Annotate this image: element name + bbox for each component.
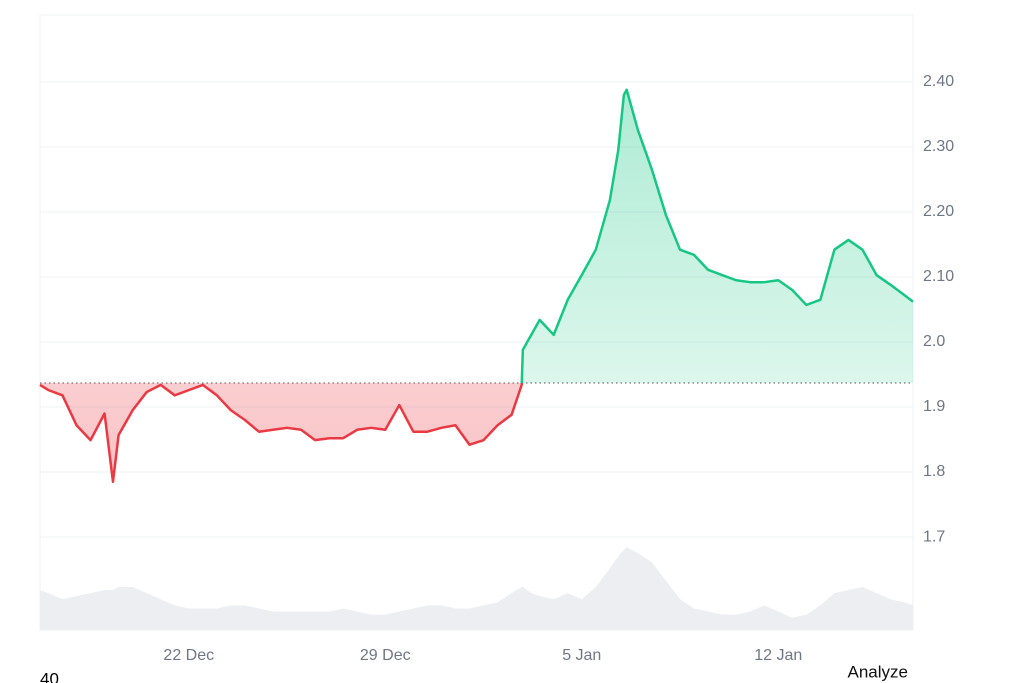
price-line-up xyxy=(520,88,914,383)
price-line-down xyxy=(39,382,524,484)
area-up xyxy=(521,89,913,383)
y-tick-label: 1.9 xyxy=(923,398,945,415)
y-tick-label: 2.30 xyxy=(923,138,954,155)
y-tick-label: 2.10 xyxy=(923,268,954,285)
y-tick-label: 2.20 xyxy=(923,203,954,220)
area-down xyxy=(40,382,913,482)
corner-text: 40 xyxy=(40,669,59,683)
y-tick-label: 2.0 xyxy=(923,333,945,350)
y-tick-label: 1.7 xyxy=(923,528,945,545)
y-tick-label: 1.8 xyxy=(923,463,945,480)
x-tick-label: 5 Jan xyxy=(562,647,601,664)
x-tick-label: 12 Jan xyxy=(754,647,802,664)
volume-area xyxy=(40,546,913,630)
x-tick-label: 29 Dec xyxy=(360,647,411,664)
analyze-button[interactable]: Analyze xyxy=(848,662,908,681)
y-tick-label: 2.40 xyxy=(923,73,954,90)
x-tick-label: 22 Dec xyxy=(163,647,214,664)
